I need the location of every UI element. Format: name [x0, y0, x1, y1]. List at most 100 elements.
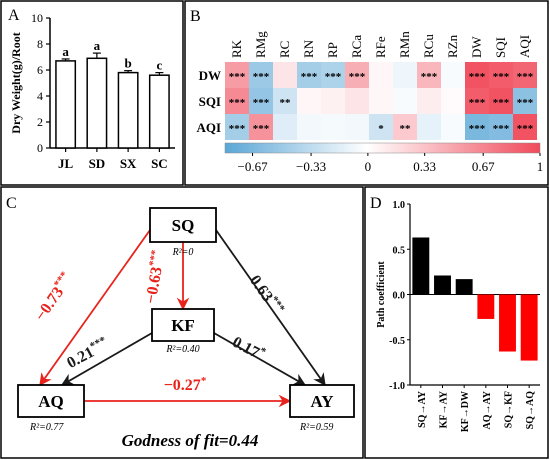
panel-a-frame [0, 0, 184, 186]
c-path-coefficient: 0.21*** [63, 334, 112, 372]
d-bar [499, 294, 516, 352]
b-heatmap-cell [273, 62, 297, 88]
b-heatmap-cell [417, 114, 441, 140]
panel-c-frame [0, 186, 364, 459]
b-heatmap-cell [489, 62, 513, 88]
b-heatmap-cell [393, 114, 417, 140]
b-colorbar-tick-label: 1 [537, 159, 544, 174]
d-x-tick-label: SQ→AY [417, 390, 428, 428]
c-node-box [17, 384, 85, 418]
a-x-tick-label: SX [120, 156, 137, 171]
b-heatmap-cell [369, 62, 393, 88]
d-y-tick-label: -0.5 [389, 336, 405, 347]
d-x-tick-label: SQ→AQ [525, 391, 536, 430]
b-heatmap-cell [465, 88, 489, 114]
c-node-r2: R²=0.77 [29, 422, 64, 433]
c-node-box [149, 207, 217, 243]
panel-a-bar-chart: 0 2 4 6 8 10 Dry Weight(g)/Root a JL a SD b SX c SC [9, 11, 175, 171]
b-significance-stars: *** [517, 97, 534, 109]
b-heatmap-cell [321, 88, 345, 114]
b-significance-stars: *** [493, 97, 510, 109]
c-goodness-of-fit: Godness of fit=0.44 [122, 431, 259, 450]
a-significance-letter: a [62, 44, 69, 59]
b-heatmap-cell [465, 114, 489, 140]
b-significance-stars: *** [253, 71, 270, 83]
b-significance-stars: *** [469, 123, 486, 135]
c-node-r2: R²=0.40 [165, 344, 199, 355]
d-x-tick-label: KF→DW [460, 391, 471, 432]
b-significance-stars: *** [229, 123, 246, 135]
d-y-tick-label: -1.0 [389, 381, 405, 392]
b-significance-stars: *** [517, 71, 534, 83]
b-heatmap-cell [417, 62, 441, 88]
b-significance-stars: *** [253, 123, 270, 135]
b-heatmap-cell [249, 62, 273, 88]
b-colorbar-tick-label: 0 [365, 159, 372, 174]
b-heatmap-cell [225, 114, 249, 140]
c-node-box [151, 308, 215, 342]
a-significance-letter: b [125, 56, 132, 71]
b-heatmap-cell [393, 88, 417, 114]
panel-label-d: D [370, 195, 382, 212]
b-colorbar-tick-label: −0.67 [237, 159, 268, 174]
b-heatmap-cell [489, 114, 513, 140]
c-path-arrow [213, 332, 307, 386]
b-column-label: RK [229, 39, 244, 58]
a-y-tick-label: 6 [37, 63, 43, 77]
b-heatmap-cell [321, 114, 345, 140]
b-heatmap-cell [321, 62, 345, 88]
c-node-r2: R²=0.59 [299, 422, 333, 433]
b-heatmap-cell [369, 88, 393, 114]
b-column-label: RP [325, 42, 340, 58]
b-significance-stars: ** [280, 97, 292, 109]
d-x-tick-label: SQ→KF [504, 391, 515, 428]
c-path-arrow [39, 229, 151, 387]
c-node-r2: R²=0 [172, 247, 194, 258]
b-significance-stars: ** [400, 123, 412, 135]
b-heatmap-cell [297, 114, 321, 140]
b-heatmap-cell [489, 88, 513, 114]
b-column-label: DW [469, 36, 484, 58]
c-path-arrow [60, 332, 153, 386]
b-heatmap-cell [249, 114, 273, 140]
d-x-tick-label: KF→AY [439, 390, 450, 428]
b-heatmap-cell [441, 62, 465, 88]
c-node-label: AY [311, 392, 334, 411]
b-significance-stars: * [378, 123, 384, 135]
d-y-tick-label: 0.0 [393, 291, 406, 302]
b-row-label: DW [199, 68, 221, 83]
b-colorbar-tick-label: 0.67 [472, 159, 495, 174]
b-heatmap-cell [441, 114, 465, 140]
b-heatmap-cell [345, 62, 369, 88]
b-significance-stars: *** [325, 71, 342, 83]
b-column-label: RZn [445, 34, 460, 58]
b-significance-stars: *** [421, 71, 438, 83]
panel-label-c: C [6, 195, 17, 212]
b-column-label: SQI [493, 37, 508, 58]
b-heatmap-cell [345, 88, 369, 114]
c-path-coefficient: −0.27* [164, 375, 207, 394]
d-bar [412, 237, 430, 295]
b-heatmap-cell [297, 88, 321, 114]
a-x-tick-label: SD [89, 156, 106, 171]
b-row-label: AQI [196, 120, 221, 135]
b-column-label: RFe [373, 36, 388, 58]
d-bar [477, 294, 495, 319]
b-column-label: RN [301, 39, 316, 58]
b-heatmap-cell [369, 114, 393, 140]
a-y-tick-label: 2 [37, 115, 43, 129]
a-y-tick-label: 0 [37, 141, 43, 155]
b-colorbar-tick-label: −0.33 [296, 159, 326, 174]
d-bar [455, 279, 473, 295]
a-y-tick-label: 4 [37, 89, 43, 103]
b-column-label: RMn [397, 31, 412, 58]
panel-c-path-diagram: −0.73*** −0.63***0.63***0.21*** 0.17*−0.27… [17, 207, 355, 450]
b-significance-stars: *** [349, 71, 366, 83]
b-significance-stars: *** [229, 97, 246, 109]
b-heatmap-cell [513, 114, 537, 140]
panel-d-path-coefficient-chart: 1.0 0.5 0.0 -0.5 -1.0 Path coefficient SQ→AY KF… [376, 200, 540, 432]
c-path-coefficient: 0.63*** [246, 271, 287, 319]
b-heatmap-cell [417, 88, 441, 114]
